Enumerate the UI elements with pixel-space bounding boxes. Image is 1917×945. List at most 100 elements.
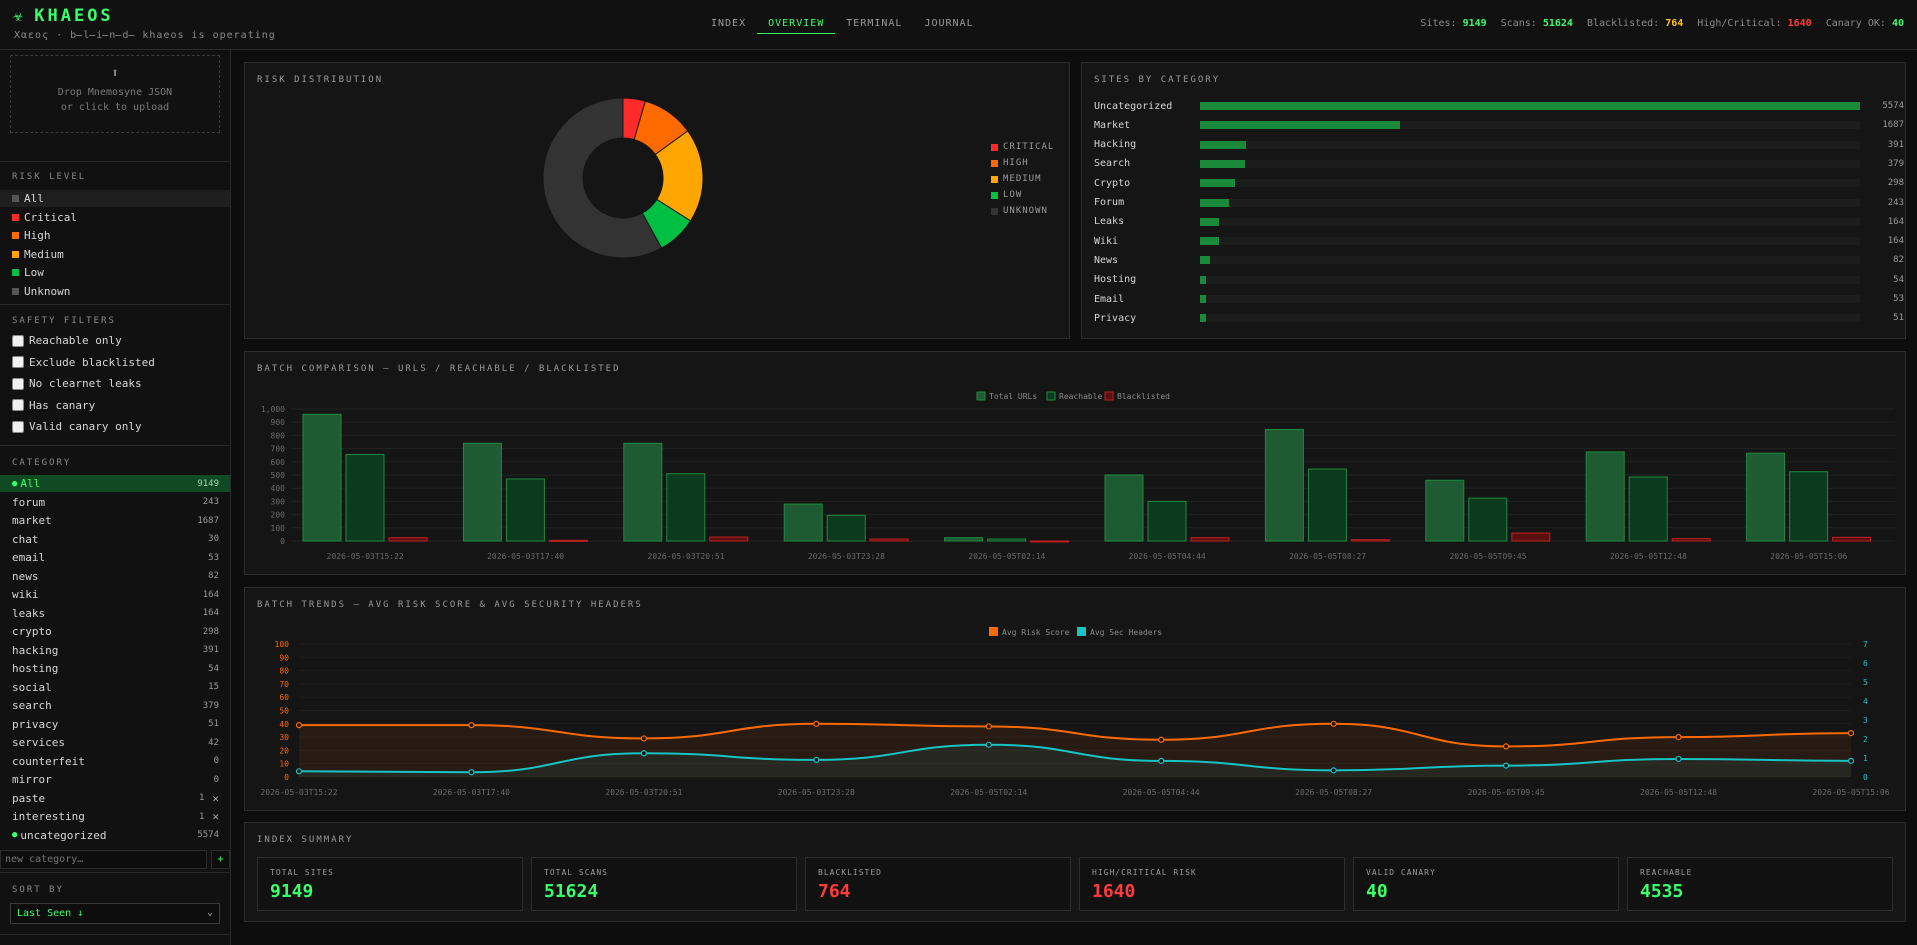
category-count: 243 xyxy=(202,497,219,507)
category-bar-label: Hacking xyxy=(1094,139,1137,151)
nav-tab-journal[interactable]: JOURNAL xyxy=(924,18,974,29)
category-bar-fill xyxy=(1200,198,1229,207)
category-item-market[interactable]: market 1687 xyxy=(0,512,230,529)
y-tick-label: 900 xyxy=(271,418,286,427)
dropzone-line-1: Drop Mnemosyne JSON xyxy=(57,87,173,98)
legend-label: UNKNOWN xyxy=(1003,206,1048,216)
category-label: crypto xyxy=(12,625,52,638)
category-item-forum[interactable]: forum 243 xyxy=(0,494,230,511)
category-item-email[interactable]: email 53 xyxy=(0,549,230,566)
category-item-social[interactable]: social 15 xyxy=(0,679,230,696)
risk-filter-low[interactable]: Low xyxy=(0,264,230,281)
category-bar-track xyxy=(1200,121,1860,130)
risk-filter-unknown[interactable]: Unknown xyxy=(0,283,230,300)
series-point xyxy=(1330,720,1337,727)
series-point xyxy=(1847,730,1855,737)
header-stats: Sites: 9149 Scans: 51624 Blacklisted: 764 H… xyxy=(1420,18,1904,29)
category-item-chat[interactable]: chat 30 xyxy=(0,531,230,548)
category-label: social xyxy=(12,680,52,694)
category-bar-fill xyxy=(1200,295,1207,303)
add-category-button[interactable]: + xyxy=(211,850,230,869)
safety-filter-checkbox[interactable]: Has canary xyxy=(12,399,95,412)
category-item-wiki[interactable]: wiki 164 xyxy=(0,586,230,603)
category-item-crypto[interactable]: crypto 298 xyxy=(0,623,230,640)
stat-value: 40 xyxy=(1891,18,1904,29)
checkbox-box[interactable] xyxy=(12,377,24,390)
summary-card-label: REACHABLE xyxy=(1640,868,1693,877)
x-tick-label: 2026-05-05T02:14 xyxy=(968,552,1045,561)
brand[interactable]: ☣ KHAEOS xyxy=(13,6,114,26)
checkbox-box[interactable] xyxy=(12,420,24,433)
y-tick-label: 1,000 xyxy=(261,405,285,414)
y-tick-label-left: 60 xyxy=(279,693,289,702)
stat-value: 9149 xyxy=(1462,18,1487,29)
checkbox-box[interactable] xyxy=(12,399,24,412)
category-item-hosting[interactable]: hosting 54 xyxy=(0,660,230,677)
category-bar-row: Hacking 391 xyxy=(1094,137,1904,153)
upload-dropzone[interactable]: ⬆ Drop Mnemosyne JSON or click to upload xyxy=(10,55,220,133)
category-item-uncategorized[interactable]: ● uncategorized 5574 xyxy=(0,827,230,844)
y-tick-label-right: 2 xyxy=(1863,735,1868,744)
bar-reachable xyxy=(1468,497,1508,542)
category-bar-track xyxy=(1200,198,1860,207)
new-category-input[interactable] xyxy=(0,850,207,869)
stat-label: Canary OK: xyxy=(1825,18,1886,29)
category-bar-fill xyxy=(1200,159,1245,168)
series-point xyxy=(1503,762,1510,769)
sidebar: ⬆ Drop Mnemosyne JSON or click to upload… xyxy=(0,50,231,945)
checkbox-box[interactable] xyxy=(12,334,24,347)
category-item-paste[interactable]: paste 1 ✕ xyxy=(0,790,230,807)
bar-reachable xyxy=(826,514,866,542)
category-item-privacy[interactable]: privacy 51 xyxy=(0,716,230,733)
series-point xyxy=(1675,734,1682,741)
checkbox-box[interactable] xyxy=(12,356,24,369)
category-item-services[interactable]: services 42 xyxy=(0,734,230,751)
nav-tab-terminal[interactable]: TERMINAL xyxy=(846,18,903,29)
category-item-search[interactable]: search 379 xyxy=(0,697,230,714)
bar-total-urls xyxy=(1585,451,1625,542)
remove-category-icon[interactable]: ✕ xyxy=(212,810,219,823)
bar-total-urls xyxy=(1425,479,1465,542)
summary-card-value: 9149 xyxy=(270,881,314,902)
category-label: mirror xyxy=(12,773,52,786)
safety-filter-checkbox[interactable]: Valid canary only xyxy=(12,420,142,433)
risk-filter-label: Low xyxy=(24,266,44,280)
risk-filter-all[interactable]: All xyxy=(0,190,230,207)
safety-filters-title: SAFETY FILTERS xyxy=(12,316,116,326)
y-tick-label: 100 xyxy=(271,524,286,533)
safety-filter-checkbox[interactable]: Exclude blacklisted xyxy=(12,356,155,369)
category-item-news[interactable]: news 82 xyxy=(0,568,230,585)
bar-blacklisted xyxy=(388,537,428,542)
summary-card-label: VALID CANARY xyxy=(1366,868,1436,877)
stat-label: Scans: xyxy=(1500,18,1537,29)
bar-reachable xyxy=(1147,500,1187,542)
category-item-all[interactable]: ● All 9149 xyxy=(0,475,230,492)
summary-card-label: TOTAL SITES xyxy=(270,868,334,877)
category-item-mirror[interactable]: mirror 0 xyxy=(0,771,230,788)
divider xyxy=(0,445,230,446)
category-item-leaks[interactable]: leaks 164 xyxy=(0,605,230,622)
risk-filter-medium[interactable]: Medium xyxy=(0,246,230,263)
x-tick-label: 2026-05-05T15:06 xyxy=(1770,552,1847,561)
safety-filter-checkbox[interactable]: Reachable only xyxy=(12,334,122,347)
category-bar-row: News 82 xyxy=(1094,252,1904,268)
summary-card-label: BLACKLISTED xyxy=(818,868,882,877)
category-bar-label: Hosting xyxy=(1094,274,1137,286)
bar-blacklisted xyxy=(1350,539,1390,542)
nav-tab-index[interactable]: INDEX xyxy=(711,18,747,29)
risk-filter-high[interactable]: High xyxy=(0,227,230,244)
remove-category-icon[interactable]: ✕ xyxy=(212,791,219,805)
y-tick-label-left: 10 xyxy=(279,760,289,769)
category-bar-track xyxy=(1200,314,1860,323)
sites-by-category-panel: SITES BY CATEGORY Uncategorized 5574 Marke… xyxy=(1081,62,1906,339)
sort-select[interactable]: Last Seen ↓ ⌄ xyxy=(10,903,220,924)
category-item-hacking[interactable]: hacking 391 xyxy=(0,642,230,659)
category-bar-value: 164 xyxy=(1887,216,1904,227)
safety-filter-checkbox[interactable]: No clearnet leaks xyxy=(12,377,142,390)
series-line-avg-sec-headers xyxy=(298,743,1852,774)
category-item-counterfeit[interactable]: counterfeit 0 xyxy=(0,753,230,770)
y-tick-label-left: 0 xyxy=(284,773,289,782)
category-item-interesting[interactable]: interesting 1 ✕ xyxy=(0,808,230,825)
nav-tab-overview[interactable]: OVERVIEW xyxy=(757,16,836,34)
risk-filter-critical[interactable]: Critical xyxy=(0,209,230,226)
